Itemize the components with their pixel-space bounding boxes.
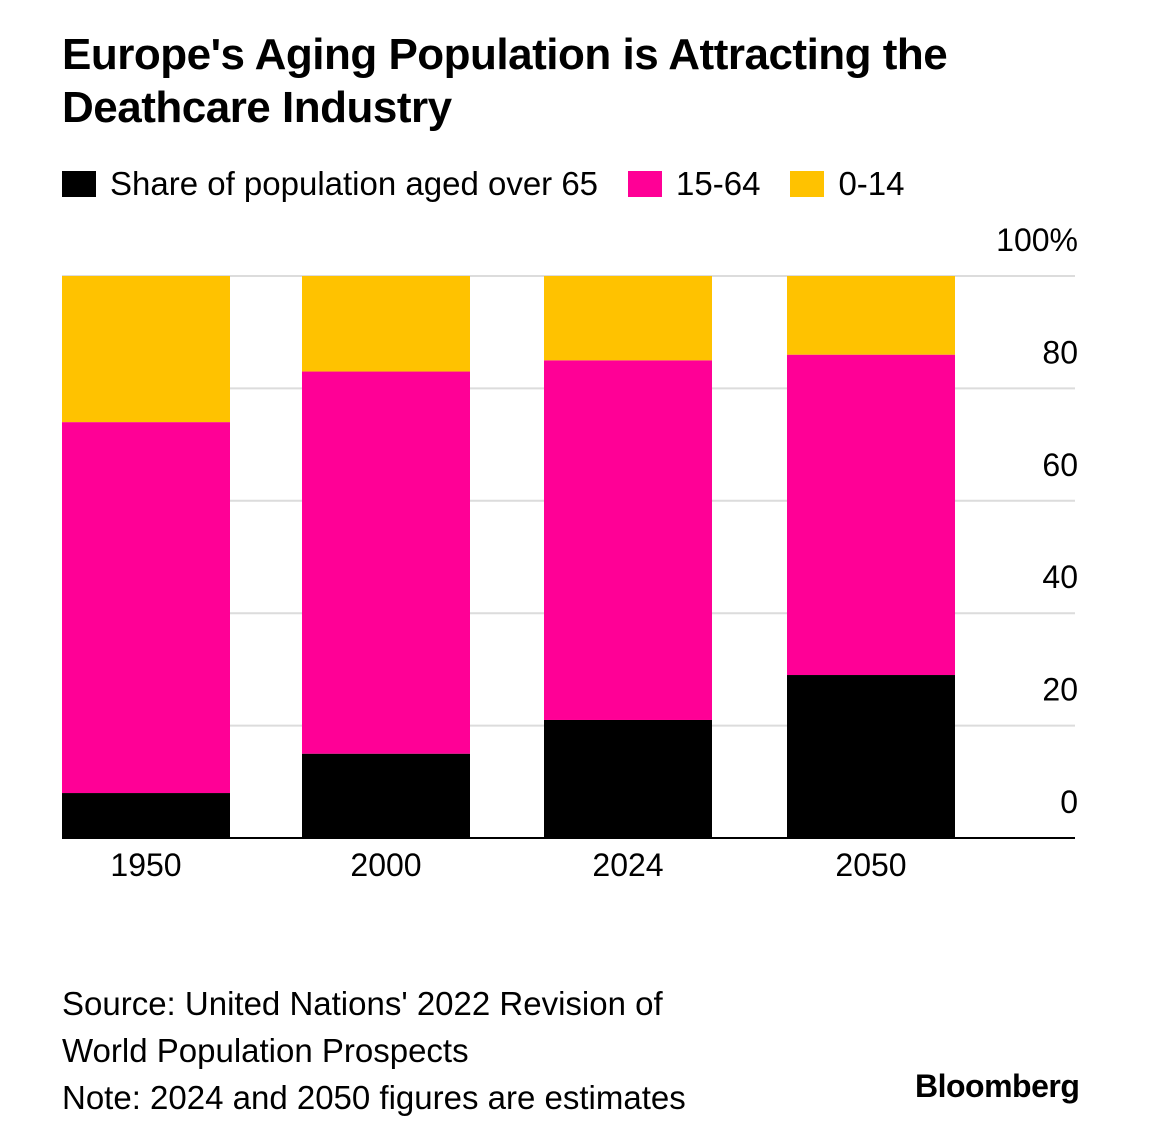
- legend-item-over65: Share of population aged over 65: [62, 165, 598, 203]
- bar-segment: [302, 371, 470, 754]
- bar-segment: [787, 276, 955, 355]
- bar-segment: [302, 276, 470, 372]
- bloomberg-logo: Bloomberg: [915, 1068, 1080, 1104]
- legend-label: Share of population aged over 65: [110, 165, 599, 202]
- x-tick-label: 2050: [835, 847, 906, 883]
- y-tick-label: 60: [1042, 447, 1078, 483]
- y-tick-label: 80: [1042, 334, 1078, 370]
- legend-label: 0-14: [838, 165, 905, 202]
- bar-segment: [62, 276, 230, 423]
- bar-segment: [787, 354, 955, 676]
- legend-item-0-14: 0-14: [790, 165, 905, 203]
- legend-swatch: [62, 171, 96, 197]
- x-tick-label: 1950: [110, 847, 181, 883]
- legend-label: 15-64: [676, 165, 761, 202]
- x-tick-label: 2000: [350, 847, 421, 883]
- y-tick-label: 100%: [996, 222, 1078, 258]
- note-line: Note: 2024 and 2050 figures are estimate…: [62, 1079, 686, 1116]
- source-line: World Population Prospects: [62, 1032, 469, 1069]
- bar-segment: [544, 719, 712, 838]
- bar-segment: [544, 276, 712, 361]
- y-tick-label: 20: [1042, 672, 1078, 708]
- source-line: Source: United Nations' 2022 Revision of: [62, 985, 663, 1022]
- legend-item-15-64: 15-64: [628, 165, 760, 203]
- source-note: Source: United Nations' 2022 Revision of…: [62, 980, 686, 1121]
- bar-segment: [787, 675, 955, 838]
- legend: Share of population aged over 65 15-64 0…: [62, 165, 935, 203]
- legend-swatch: [790, 171, 825, 197]
- y-tick-label: 40: [1042, 559, 1078, 595]
- bar-segment: [62, 422, 230, 794]
- bar-segment: [302, 753, 470, 838]
- legend-swatch: [628, 171, 663, 197]
- chart-title: Europe's Aging Population is Attracting …: [62, 30, 948, 132]
- bar-segment: [544, 360, 712, 720]
- y-tick-label: 0: [1060, 784, 1078, 820]
- x-tick-label: 2024: [592, 847, 663, 883]
- bar-segment: [62, 793, 230, 838]
